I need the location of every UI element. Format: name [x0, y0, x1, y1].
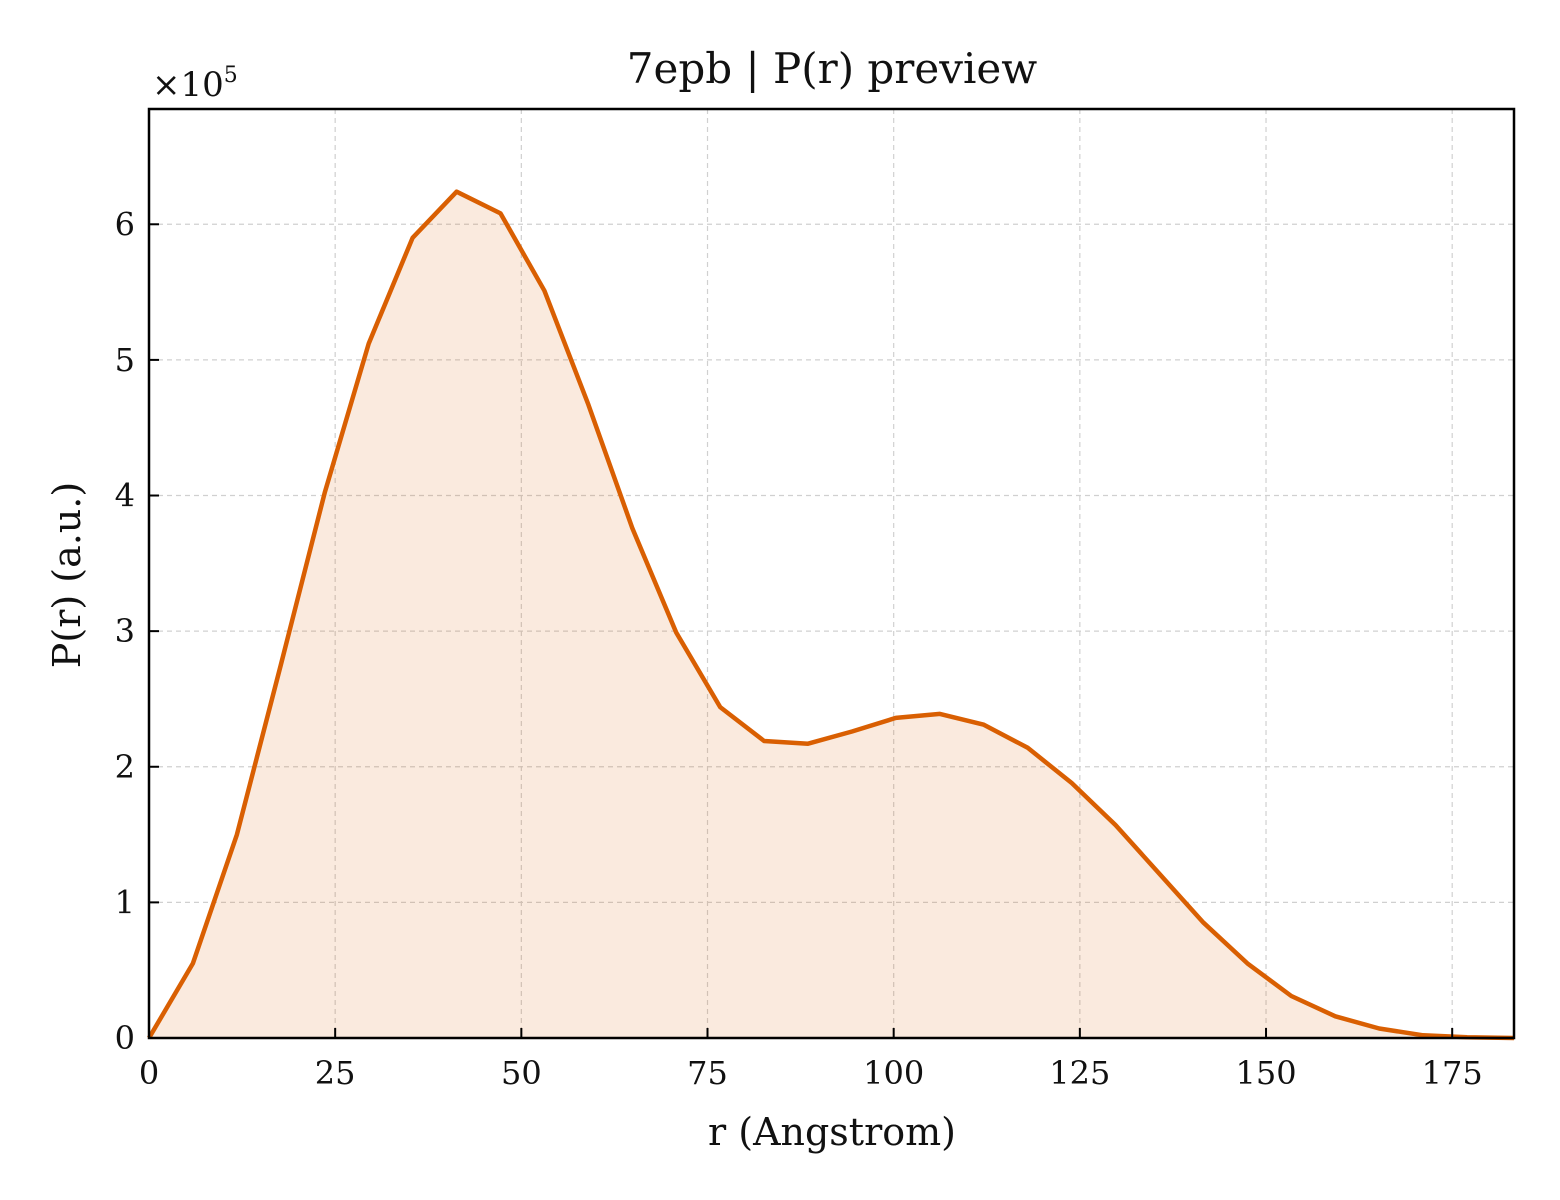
x-tick-label: 50	[501, 1054, 542, 1092]
series-line	[147, 189, 1515, 1041]
y-tick-label: 3	[115, 612, 135, 650]
ticks: 0 25 50 75 100 125 150 175 0 1 2 3 4 5 6	[115, 205, 1483, 1092]
x-tick-label: 150	[1235, 1054, 1296, 1092]
y-tick-label: 2	[115, 748, 135, 786]
y-tick-label: 5	[115, 341, 135, 379]
y-axis-multiplier: ×105	[152, 63, 238, 105]
grid	[149, 109, 1514, 1038]
x-tick-label: 175	[1422, 1054, 1483, 1092]
x-tick-label: 25	[315, 1054, 356, 1092]
y-tick-label: 0	[115, 1019, 135, 1057]
y-tick-label: 4	[115, 477, 135, 515]
x-tick-label: 0	[139, 1054, 159, 1092]
x-tick-label: 100	[863, 1054, 924, 1092]
x-tick-label: 75	[687, 1054, 728, 1092]
y-axis-title: P(r) (a.u.)	[45, 482, 89, 668]
series-group	[147, 189, 1515, 1041]
y-multiplier-exponent: 5	[224, 63, 238, 88]
series-area-fill	[149, 191, 1514, 1038]
y-tick-label: 6	[115, 205, 135, 243]
x-axis-title: r (Angstrom)	[708, 1110, 956, 1154]
chart-title: 7epb | P(r) preview	[627, 44, 1037, 93]
x-tick-label: 125	[1049, 1054, 1110, 1092]
y-multiplier-base: ×10	[152, 65, 224, 105]
plot-frame	[147, 107, 1516, 1040]
y-tick-label: 1	[115, 883, 135, 921]
